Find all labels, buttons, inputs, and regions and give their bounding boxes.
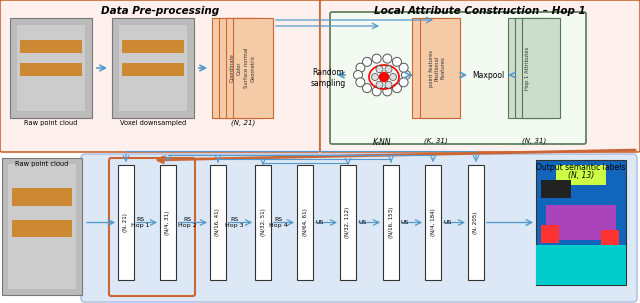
- Bar: [122, 40, 184, 53]
- Text: RS
Hop 3: RS Hop 3: [225, 217, 243, 228]
- Text: (N, 205): (N, 205): [474, 211, 479, 234]
- Text: RS
Hop 2: RS Hop 2: [178, 217, 196, 228]
- Bar: [10, 18, 92, 118]
- Circle shape: [380, 72, 388, 82]
- Bar: [210, 165, 226, 280]
- Circle shape: [383, 54, 392, 63]
- Bar: [8, 165, 76, 288]
- Text: Voxel downsampled: Voxel downsampled: [120, 120, 186, 126]
- Bar: [340, 165, 356, 280]
- Text: point features: point features: [429, 49, 435, 87]
- Text: US: US: [359, 220, 367, 225]
- Circle shape: [401, 71, 410, 79]
- Text: Output semantic labels: Output semantic labels: [536, 163, 626, 172]
- Bar: [12, 188, 72, 206]
- Bar: [541, 180, 571, 198]
- Bar: [118, 165, 134, 280]
- Circle shape: [372, 87, 381, 96]
- Text: Random
sampling: Random sampling: [310, 68, 346, 88]
- Circle shape: [399, 78, 408, 87]
- Bar: [412, 18, 452, 118]
- Bar: [20, 40, 82, 53]
- Text: (N/4, 31): (N/4, 31): [166, 210, 170, 235]
- Text: Positional
Features: Positional Features: [435, 55, 445, 81]
- Bar: [420, 18, 460, 118]
- Circle shape: [392, 84, 401, 93]
- Bar: [536, 160, 626, 285]
- Circle shape: [362, 57, 372, 66]
- Bar: [601, 230, 619, 245]
- Text: (N, 21): (N, 21): [124, 213, 129, 232]
- Bar: [536, 245, 626, 285]
- Circle shape: [376, 66, 383, 73]
- Text: Coordinate: Coordinate: [230, 54, 234, 82]
- FancyBboxPatch shape: [81, 154, 637, 302]
- Bar: [233, 18, 273, 118]
- Text: RS
Hop 1: RS Hop 1: [131, 217, 149, 228]
- FancyBboxPatch shape: [320, 0, 640, 152]
- Bar: [541, 225, 559, 243]
- Text: Raw point cloud: Raw point cloud: [15, 161, 68, 167]
- Bar: [522, 18, 560, 118]
- Text: US: US: [316, 220, 324, 225]
- Bar: [160, 165, 176, 280]
- Circle shape: [353, 71, 362, 79]
- Bar: [226, 18, 266, 118]
- Circle shape: [356, 63, 365, 72]
- Text: RS
Hop 4: RS Hop 4: [269, 217, 287, 228]
- Bar: [20, 63, 82, 76]
- Bar: [122, 63, 184, 76]
- Bar: [112, 18, 194, 118]
- Circle shape: [362, 84, 372, 93]
- Text: Data Pre-processing: Data Pre-processing: [101, 6, 219, 16]
- Text: (N/64, 61): (N/64, 61): [303, 209, 307, 236]
- Circle shape: [372, 54, 381, 63]
- Text: (N/16, 153): (N/16, 153): [388, 207, 394, 238]
- Bar: [212, 18, 252, 118]
- Bar: [255, 165, 271, 280]
- Circle shape: [371, 74, 378, 81]
- Bar: [508, 18, 546, 118]
- Text: Surface normal: Surface normal: [243, 48, 248, 88]
- Text: (N/32, 51): (N/32, 51): [260, 209, 266, 236]
- Text: (N, 31): (N, 31): [522, 138, 546, 145]
- Text: (N/16, 41): (N/16, 41): [216, 209, 221, 236]
- Circle shape: [385, 66, 392, 73]
- Text: (N, 21): (N, 21): [231, 120, 255, 126]
- Circle shape: [356, 78, 365, 87]
- Text: (N/32, 112): (N/32, 112): [346, 207, 351, 238]
- Circle shape: [390, 74, 397, 81]
- Text: Raw point cloud: Raw point cloud: [24, 120, 77, 126]
- Bar: [383, 165, 399, 280]
- Text: (N/4, 184): (N/4, 184): [431, 209, 435, 236]
- FancyBboxPatch shape: [0, 0, 320, 152]
- Circle shape: [385, 81, 392, 88]
- FancyBboxPatch shape: [330, 12, 586, 144]
- Bar: [12, 220, 72, 238]
- Text: US: US: [401, 220, 409, 225]
- Bar: [515, 18, 553, 118]
- Circle shape: [383, 87, 392, 96]
- Text: (N, 13): (N, 13): [568, 171, 594, 180]
- Text: Hop 1 Attributes: Hop 1 Attributes: [525, 46, 529, 90]
- Bar: [17, 25, 86, 112]
- Bar: [546, 205, 616, 240]
- Bar: [2, 158, 82, 295]
- Bar: [425, 165, 441, 280]
- Text: Color: Color: [237, 61, 241, 75]
- Bar: [556, 165, 606, 185]
- Bar: [118, 25, 188, 112]
- Bar: [468, 165, 484, 280]
- Text: K-NN: K-NN: [372, 138, 391, 147]
- Bar: [219, 18, 259, 118]
- Text: Local Attribute Construction – Hop 1: Local Attribute Construction – Hop 1: [374, 6, 586, 16]
- Bar: [297, 165, 313, 280]
- Text: Maxpool: Maxpool: [472, 71, 504, 79]
- Circle shape: [399, 63, 408, 72]
- Circle shape: [392, 57, 401, 66]
- Circle shape: [376, 81, 383, 88]
- Text: US: US: [444, 220, 452, 225]
- Text: (K, 31): (K, 31): [424, 138, 448, 145]
- Text: Geometric: Geometric: [250, 54, 255, 82]
